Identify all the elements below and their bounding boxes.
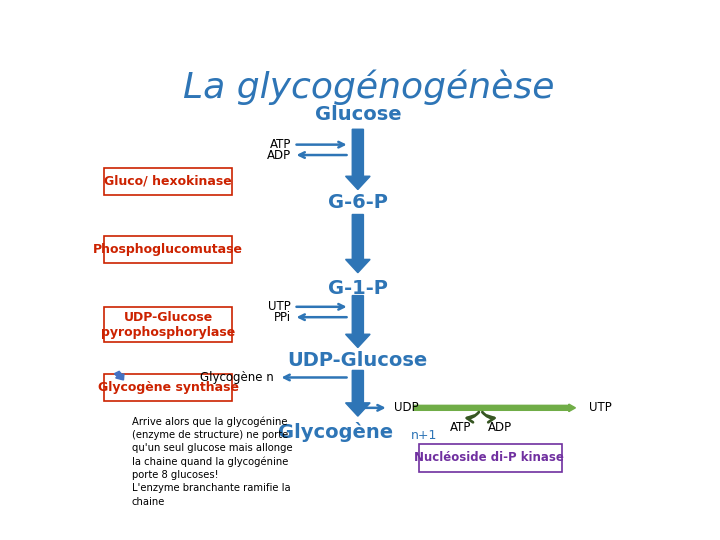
- FancyArrow shape: [413, 404, 575, 411]
- FancyArrow shape: [114, 372, 124, 380]
- Text: Glycogène synthase: Glycogène synthase: [98, 381, 238, 394]
- Text: ATP: ATP: [451, 421, 472, 434]
- FancyBboxPatch shape: [104, 374, 233, 401]
- FancyBboxPatch shape: [104, 237, 233, 264]
- Text: n+1: n+1: [411, 429, 437, 442]
- Text: G-6-P: G-6-P: [328, 193, 388, 212]
- Text: Arrive alors que la glycogénine
(enzyme de structure) ne porte
qu'un seul glucos: Arrive alors que la glycogénine (enzyme …: [132, 416, 292, 507]
- FancyArrow shape: [346, 129, 370, 190]
- Text: UTP: UTP: [590, 401, 612, 414]
- Text: Phosphoglucomutase: Phosphoglucomutase: [93, 244, 243, 256]
- Text: PPi: PPi: [274, 310, 291, 323]
- Text: UTP: UTP: [268, 300, 291, 313]
- Text: ADP: ADP: [266, 148, 291, 161]
- FancyBboxPatch shape: [104, 307, 233, 342]
- Text: UDP-Glucose
pyrophosphorylase: UDP-Glucose pyrophosphorylase: [101, 310, 235, 339]
- FancyArrow shape: [346, 295, 370, 348]
- Text: La glycogénogénèse: La glycogénogénèse: [184, 70, 554, 105]
- Text: Gluco/ hexokinase: Gluco/ hexokinase: [104, 175, 232, 188]
- FancyBboxPatch shape: [104, 168, 233, 195]
- FancyArrow shape: [346, 370, 370, 416]
- Text: ATP: ATP: [269, 138, 291, 151]
- Text: UDP: UDP: [394, 401, 419, 414]
- Text: Glycogène: Glycogène: [278, 422, 393, 442]
- Text: UDP-Glucose: UDP-Glucose: [288, 352, 428, 370]
- Text: G-1-P: G-1-P: [328, 279, 388, 298]
- Text: ADP: ADP: [488, 421, 512, 434]
- Text: Glycogène n: Glycogène n: [200, 371, 274, 384]
- Text: Glucose: Glucose: [315, 105, 401, 124]
- Text: Nucléoside di-P kinase: Nucléoside di-P kinase: [414, 451, 564, 464]
- FancyBboxPatch shape: [419, 444, 562, 472]
- FancyArrow shape: [346, 214, 370, 273]
